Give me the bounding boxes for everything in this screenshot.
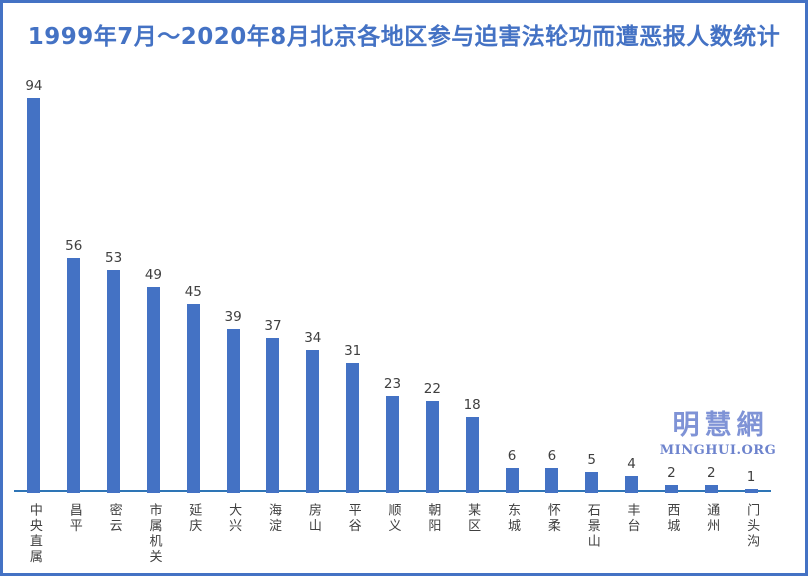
bar-value-label: 6 xyxy=(507,448,517,464)
bar-category-label: 某区 xyxy=(465,503,481,534)
watermark-chinese-text: 明慧網 xyxy=(672,410,769,441)
bar-category-label: 昌平 xyxy=(66,503,82,534)
bar xyxy=(664,485,678,493)
minghui-watermark: 明慧網 MINGHUI.ORG xyxy=(651,403,785,458)
bar-category-label: 顺义 xyxy=(385,503,401,534)
watermark-english-text: MINGHUI.ORG xyxy=(659,443,777,458)
bar-category-label: 房山 xyxy=(305,503,321,534)
bar-category-label: 平谷 xyxy=(345,503,361,534)
bar-category-label: 延庆 xyxy=(186,503,202,534)
bar xyxy=(226,329,240,493)
bar-value-label: 5 xyxy=(587,452,596,468)
bar-value-label: 1 xyxy=(746,469,756,485)
bar-category-label: 石景山 xyxy=(584,503,600,550)
bar-category-label: 通州 xyxy=(704,503,720,534)
bar-value-label: 39 xyxy=(224,309,242,325)
bar-category-label: 丰台 xyxy=(624,503,640,534)
chart-title: 1999年7月～2020年8月北京各地区参与迫害法轮功而遭恶报人数统计 xyxy=(27,24,781,50)
bar-category-label: 密云 xyxy=(106,503,122,534)
bar-category-label: 朝阳 xyxy=(425,503,441,534)
bar xyxy=(346,363,360,493)
bar-value-label: 34 xyxy=(304,330,322,346)
bar-value-label: 37 xyxy=(264,318,282,334)
bar-value-label: 6 xyxy=(547,448,557,464)
bar xyxy=(425,401,439,493)
bar xyxy=(146,287,160,493)
bar-value-label: 2 xyxy=(706,465,716,481)
bar xyxy=(704,485,718,493)
bar-value-label: 49 xyxy=(144,267,163,283)
bar xyxy=(545,468,559,493)
bar-value-label: 22 xyxy=(423,381,441,397)
bar xyxy=(505,468,519,493)
bar-value-label: 56 xyxy=(65,238,83,254)
bar-category-label: 西城 xyxy=(664,503,680,534)
bar xyxy=(585,472,599,493)
bar-category-label: 大兴 xyxy=(226,503,242,534)
bar-category-label: 海淀 xyxy=(265,503,281,534)
bar-category-label: 门头沟 xyxy=(744,503,760,550)
bar-category-label: 怀柔 xyxy=(544,503,560,534)
bar xyxy=(465,417,479,493)
bar xyxy=(107,270,121,493)
bar-value-label: 4 xyxy=(627,456,636,472)
bar-category-label: 中央直属 xyxy=(26,503,42,565)
bar-value-label: 45 xyxy=(184,284,202,300)
bar-value-label: 18 xyxy=(463,397,481,413)
plot-area: 94 中央直属 56 昌平 53 密云 49 市属机关 45 延庆 39 大兴 37 海淀 34 房山 31 平谷… xyxy=(3,3,805,573)
bar xyxy=(386,396,399,493)
bar-value-label: 53 xyxy=(105,250,123,266)
bar xyxy=(266,338,280,493)
bar xyxy=(27,98,41,493)
bar xyxy=(67,258,81,493)
bar-value-label: 23 xyxy=(383,376,402,392)
bar-category-label: 市属机关 xyxy=(146,503,162,565)
bar xyxy=(625,476,639,493)
bar-value-label: 31 xyxy=(344,343,362,359)
bar-value-label: 2 xyxy=(667,465,676,481)
bar xyxy=(306,350,320,493)
bar-value-label: 94 xyxy=(25,78,43,94)
bar xyxy=(186,304,200,493)
bar xyxy=(744,489,758,493)
bar-category-label: 东城 xyxy=(505,503,521,534)
